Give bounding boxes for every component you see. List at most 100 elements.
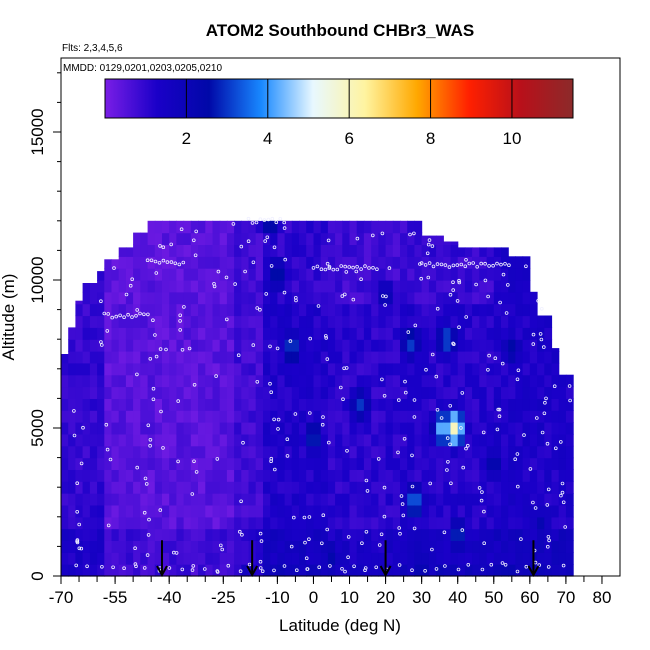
heatmap-cell bbox=[226, 528, 235, 541]
heatmap-cell bbox=[226, 433, 235, 447]
heatmap-cell bbox=[270, 386, 278, 399]
heatmap-cell bbox=[270, 220, 278, 234]
heatmap-cell bbox=[342, 386, 351, 399]
sample-marker bbox=[105, 447, 110, 452]
heatmap-cell bbox=[400, 552, 408, 565]
heatmap-cell bbox=[436, 291, 444, 305]
heatmap-cell bbox=[378, 552, 387, 565]
heatmap-cell bbox=[558, 386, 567, 399]
heatmap-cell bbox=[299, 256, 307, 269]
heatmap-cell bbox=[385, 220, 394, 234]
heatmap-cell bbox=[147, 552, 156, 565]
heatmap-cell bbox=[363, 244, 372, 257]
sample-marker bbox=[178, 328, 183, 332]
heatmap-cell bbox=[277, 232, 286, 245]
heatmap-cell bbox=[537, 493, 545, 506]
heatmap-cell bbox=[125, 505, 134, 518]
sample-marker bbox=[231, 222, 236, 226]
heatmap-cell bbox=[291, 398, 300, 411]
sample-marker bbox=[351, 265, 355, 270]
heatmap-cell bbox=[226, 256, 235, 269]
heatmap-cell bbox=[320, 244, 329, 257]
heatmap-cell bbox=[363, 516, 372, 530]
heatmap-cell bbox=[241, 280, 250, 293]
heatmap-cell bbox=[82, 505, 91, 518]
heatmap-cell bbox=[529, 291, 538, 305]
sample-marker bbox=[367, 266, 371, 270]
heatmap-cell bbox=[320, 493, 329, 506]
heatmap-cell bbox=[198, 232, 206, 245]
heatmap-cell bbox=[544, 564, 553, 577]
heatmap-cell bbox=[219, 457, 228, 470]
heatmap-cell bbox=[565, 422, 574, 435]
heatmap-cell bbox=[486, 445, 495, 459]
sample-marker bbox=[149, 258, 154, 263]
heatmap-cell bbox=[162, 374, 170, 388]
sample-marker bbox=[346, 535, 351, 539]
heatmap-cell bbox=[385, 232, 394, 245]
heatmap-cell bbox=[299, 268, 307, 281]
heatmap-cell bbox=[68, 433, 76, 447]
heatmap-cell bbox=[154, 256, 163, 269]
heatmap-cell bbox=[133, 398, 141, 411]
heatmap-cell bbox=[248, 422, 257, 435]
heatmap-cell bbox=[522, 469, 531, 482]
heatmap-cell bbox=[400, 528, 408, 541]
heatmap-cell bbox=[400, 457, 408, 470]
heatmap-cell bbox=[551, 422, 560, 435]
heatmap-cell bbox=[400, 564, 408, 577]
heatmap-cell bbox=[551, 493, 560, 506]
heatmap-cell bbox=[385, 516, 394, 530]
heatmap-cell bbox=[219, 493, 228, 506]
heatmap-cell bbox=[558, 433, 567, 447]
heatmap-cell bbox=[104, 493, 113, 506]
sample-marker bbox=[541, 345, 546, 349]
heatmap-cell bbox=[356, 303, 365, 317]
heatmap-cell bbox=[335, 493, 343, 506]
heatmap-cell bbox=[443, 433, 452, 447]
heatmap-cell bbox=[219, 280, 228, 293]
heatmap-cell bbox=[436, 410, 444, 423]
sample-marker bbox=[181, 260, 186, 265]
heatmap-cell bbox=[493, 481, 502, 494]
heatmap-cell bbox=[457, 457, 466, 470]
heatmap-cell bbox=[125, 362, 134, 376]
heatmap-cell bbox=[306, 268, 314, 281]
sample-marker bbox=[328, 564, 332, 568]
sample-marker bbox=[146, 312, 150, 317]
sample-marker bbox=[545, 441, 550, 446]
heatmap-cell bbox=[501, 516, 509, 530]
heatmap-cell bbox=[176, 291, 185, 305]
heatmap-cell bbox=[104, 291, 113, 305]
heatmap-cell bbox=[443, 540, 452, 553]
heatmap-cell bbox=[464, 374, 473, 388]
heatmap-cell bbox=[529, 410, 538, 423]
heatmap-cell bbox=[82, 469, 91, 482]
sample-marker bbox=[364, 529, 369, 534]
heatmap-cell bbox=[450, 280, 459, 293]
heatmap-cell bbox=[205, 256, 214, 269]
heatmap-cell bbox=[414, 398, 423, 411]
sample-marker bbox=[192, 238, 196, 243]
heatmap-cell bbox=[226, 386, 235, 399]
heatmap-cell bbox=[118, 493, 127, 506]
heatmap-cell bbox=[140, 445, 149, 459]
heatmap-cell bbox=[226, 540, 235, 553]
sample-marker bbox=[266, 217, 271, 222]
heatmap-cell bbox=[190, 386, 199, 399]
heatmap-cell bbox=[472, 268, 480, 281]
heatmap-cell bbox=[226, 291, 235, 305]
heatmap-cell bbox=[176, 433, 185, 447]
heatmap-cell bbox=[125, 528, 134, 541]
heatmap-cell bbox=[162, 552, 170, 565]
heatmap-cell bbox=[501, 398, 509, 411]
sample-marker bbox=[412, 415, 417, 419]
heatmap-cell bbox=[270, 469, 278, 482]
heatmap-cell bbox=[327, 493, 336, 506]
heatmap-cell bbox=[493, 398, 502, 411]
heatmap-cell bbox=[544, 362, 553, 376]
heatmap-cell bbox=[154, 493, 163, 506]
heatmap-cell bbox=[544, 552, 553, 565]
sample-marker bbox=[180, 567, 185, 572]
